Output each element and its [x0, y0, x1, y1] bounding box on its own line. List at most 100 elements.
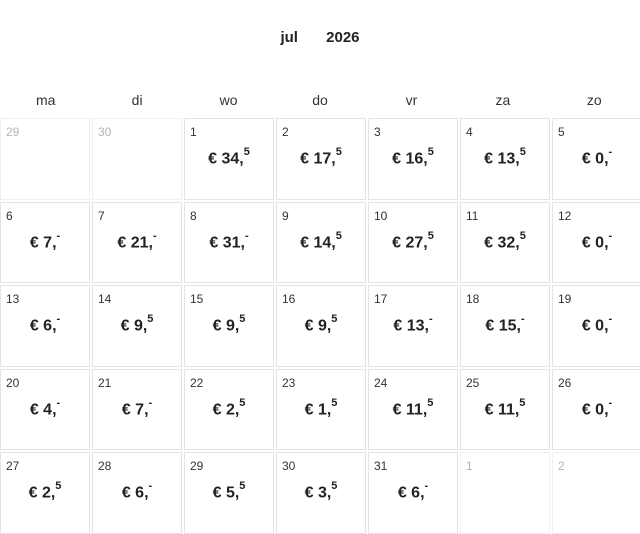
- calendar-day[interactable]: 9 € 14,5: [276, 201, 366, 283]
- price-cents: 5: [239, 313, 246, 325]
- day-number: 10: [374, 208, 388, 223]
- calendar-day[interactable]: 26 € 0,-: [552, 368, 640, 450]
- calendar-day[interactable]: 25 € 11,5: [460, 368, 550, 450]
- price-cents: 5: [427, 146, 434, 158]
- price-main: 11,: [497, 400, 520, 418]
- day-number: 25: [466, 375, 480, 390]
- price-main: 0,: [595, 317, 609, 335]
- currency-symbol: €: [209, 233, 219, 251]
- day-price: € 14,5: [277, 230, 365, 252]
- currency-symbol: €: [300, 150, 310, 168]
- price-main: 9,: [317, 317, 332, 335]
- calendar-day[interactable]: 14 € 9,5: [92, 285, 182, 367]
- day-number: 4: [466, 125, 473, 139]
- day-number: 1: [190, 125, 197, 139]
- day-price: € 0,-: [553, 230, 640, 252]
- day-number: 12: [558, 208, 572, 223]
- price-main: 16,: [405, 150, 428, 168]
- calendar-day[interactable]: 31 € 6,-: [368, 452, 458, 534]
- price-main: 14,: [313, 233, 336, 251]
- calendar-day[interactable]: 20 € 4,-: [0, 368, 90, 450]
- day-price: € 27,5: [369, 230, 457, 252]
- calendar-day[interactable]: 18 € 15,-: [460, 285, 550, 367]
- day-number: 11: [466, 208, 479, 223]
- calendar-day[interactable]: 30 € 3,5: [276, 452, 366, 534]
- calendar-day[interactable]: 22 € 2,5: [184, 368, 274, 450]
- price-main: 2,: [225, 400, 240, 418]
- calendar-day[interactable]: 24 € 11,5: [368, 368, 458, 450]
- day-price: € 0,-: [553, 313, 640, 335]
- calendar-day-outside-month: 30: [92, 118, 182, 200]
- calendar-day[interactable]: 23 € 1,5: [276, 368, 366, 450]
- price-main: 2,: [41, 484, 56, 502]
- day-number: 3: [374, 125, 381, 139]
- calendar-day-outside-month: 2: [552, 452, 640, 534]
- day-price: € 31,-: [185, 230, 273, 252]
- day-number: 31: [374, 459, 388, 473]
- calendar-day[interactable]: 13 € 6,-: [0, 285, 90, 367]
- price-main: 9,: [225, 317, 240, 335]
- currency-symbol: €: [117, 233, 127, 251]
- price-cents: 5: [519, 146, 526, 158]
- price-cents: 5: [331, 396, 338, 409]
- month-year-title: jul 2026: [0, 29, 640, 46]
- price-cents: 5: [427, 396, 434, 409]
- calendar-day[interactable]: 11 € 32,5: [460, 201, 550, 283]
- day-price: € 11,5: [461, 397, 549, 419]
- currency-symbol: €: [304, 317, 314, 335]
- day-number: 28: [98, 459, 112, 473]
- calendar-day[interactable]: 2 € 17,5: [276, 118, 366, 200]
- currency-symbol: €: [484, 400, 494, 418]
- calendar-day[interactable]: 4 € 13,5: [460, 118, 550, 200]
- price-cents: -: [424, 480, 429, 492]
- price-cents: -: [56, 313, 61, 325]
- price-main: 15,: [498, 317, 521, 335]
- price-cents: 5: [147, 313, 154, 325]
- day-price: € 2,5: [185, 397, 273, 419]
- day-price: € 17,5: [277, 146, 365, 168]
- day-price: € 34,5: [185, 146, 273, 168]
- calendar-day[interactable]: 6 € 7,-: [0, 201, 90, 283]
- calendar-day[interactable]: 19 € 0,-: [552, 285, 640, 367]
- calendar-day[interactable]: 28 € 6,-: [92, 452, 182, 534]
- calendar-grid: 29 30 1 € 34,5 2 € 17,5 3 € 16,5 4 € 13,5 5 € 0,- 6 €…: [0, 118, 640, 534]
- price-main: 6,: [135, 484, 149, 502]
- day-price: € 9,5: [185, 313, 273, 335]
- day-number: 7: [98, 208, 105, 223]
- day-number: 9: [282, 208, 289, 223]
- calendar-day[interactable]: 21 € 7,-: [92, 368, 182, 450]
- weekday-label: do: [312, 92, 328, 108]
- price-cents: -: [148, 480, 153, 492]
- day-price: € 2,5: [1, 480, 89, 502]
- weekday-label: di: [131, 92, 143, 108]
- currency-symbol: €: [29, 400, 39, 418]
- day-price: € 13,5: [461, 146, 549, 168]
- price-main: 0,: [595, 150, 609, 168]
- day-price: € 32,5: [461, 229, 549, 252]
- price-cents: 5: [519, 229, 526, 242]
- calendar-day[interactable]: 3 € 16,5: [368, 118, 458, 200]
- price-cents: -: [608, 396, 613, 409]
- calendar-day[interactable]: 5 € 0,-: [552, 118, 640, 200]
- weekday-header: ma di wo do vr za zo: [0, 92, 640, 108]
- currency-symbol: €: [581, 233, 591, 251]
- weekday-label: zo: [586, 92, 602, 108]
- day-price: € 15,-: [461, 313, 549, 335]
- price-cents: -: [56, 229, 61, 242]
- calendar-day[interactable]: 8 € 31,-: [184, 201, 274, 283]
- calendar-day[interactable]: 1 € 34,5: [184, 118, 274, 200]
- price-main: 13,: [497, 150, 520, 168]
- price-main: 0,: [595, 233, 609, 251]
- calendar-day[interactable]: 12 € 0,-: [552, 201, 640, 283]
- currency-symbol: €: [120, 317, 130, 335]
- calendar-day[interactable]: 17 € 13,-: [368, 285, 458, 367]
- calendar-day[interactable]: 29 € 5,5: [184, 452, 274, 534]
- calendar-day[interactable]: 10 € 27,5: [368, 201, 458, 283]
- calendar-day[interactable]: 7 € 21,-: [92, 201, 182, 283]
- day-number: 21: [98, 375, 112, 390]
- price-main: 3,: [317, 484, 332, 502]
- calendar-day[interactable]: 15 € 9,5: [184, 285, 274, 367]
- month-label: jul: [280, 29, 298, 46]
- calendar-day[interactable]: 16 € 9,5: [276, 285, 366, 367]
- calendar-day[interactable]: 27 € 2,5: [0, 452, 90, 534]
